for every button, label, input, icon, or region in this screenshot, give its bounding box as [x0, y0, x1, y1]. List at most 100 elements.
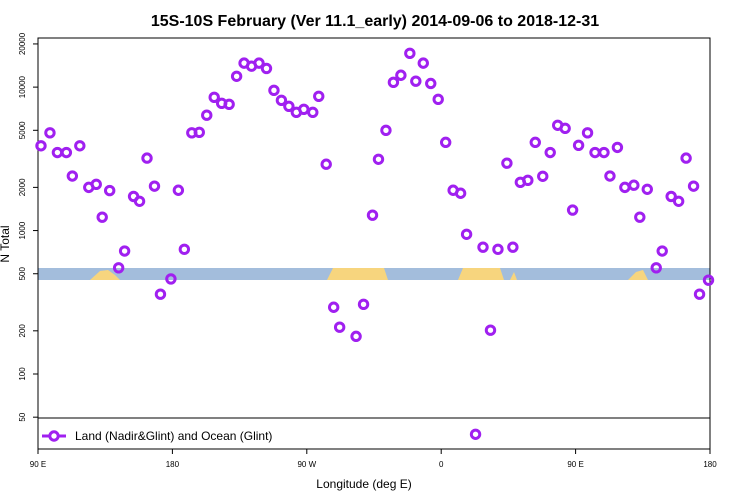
land-patch [510, 272, 517, 280]
data-point [165, 273, 177, 285]
data-point [103, 184, 116, 197]
y-tick-label: 1000 [18, 221, 27, 239]
legend-label: Land (Nadir&Glint) and Ocean (Glint) [75, 429, 272, 443]
y-tick-label: 2000 [18, 178, 27, 196]
data-point [44, 127, 56, 139]
x-tick-label: 90 E [567, 460, 583, 469]
x-tick-label: 0 [439, 460, 444, 469]
data-point [313, 90, 325, 102]
y-tick-label: 5000 [18, 121, 27, 139]
data-point [366, 209, 379, 221]
x-tick-label: 90 E [30, 460, 46, 469]
data-point [484, 324, 497, 336]
data-point [432, 93, 444, 106]
data-point [141, 152, 153, 164]
data-point [537, 170, 549, 182]
data-point [544, 146, 556, 159]
data-point [201, 109, 213, 121]
data-point [680, 152, 692, 164]
data-point [118, 245, 131, 257]
data-point [619, 181, 631, 194]
data-point [51, 146, 64, 159]
data-point [223, 98, 235, 110]
data-point [598, 146, 610, 159]
data-point [283, 100, 295, 112]
data-point [634, 211, 646, 223]
data-point [672, 195, 685, 207]
data-point [425, 77, 437, 90]
data-point [193, 126, 205, 139]
land-patch [327, 268, 388, 280]
y-tick-label: 200 [18, 324, 27, 338]
data-point [566, 204, 579, 216]
data-point [208, 91, 220, 104]
data-point [410, 75, 422, 87]
land-patch [628, 270, 648, 280]
data-point [387, 76, 400, 89]
land-patch [90, 270, 120, 280]
data-point [172, 184, 185, 196]
data-point [439, 136, 452, 149]
x-tick-label: 180 [703, 460, 717, 469]
data-point [581, 127, 594, 139]
data-point [357, 298, 370, 311]
data-point [90, 178, 102, 191]
data-point [641, 183, 653, 195]
y-tick-label: 10000 [18, 75, 27, 98]
data-point [96, 211, 108, 223]
data-point [298, 103, 310, 116]
data-point [178, 243, 191, 256]
data-point [307, 106, 319, 119]
chart-title: 15S-10S February (Ver 11.1_early) 2014-0… [151, 13, 599, 30]
data-point [35, 140, 47, 152]
data-point [268, 84, 280, 97]
data-point [260, 62, 273, 75]
data-point [230, 70, 243, 82]
data-point [572, 139, 585, 151]
data-point [66, 170, 79, 182]
data-point [501, 157, 513, 169]
data-point [460, 228, 473, 240]
data-point [327, 301, 340, 313]
data-point [333, 321, 346, 333]
data-point [395, 69, 407, 81]
y-tick-label: 100 [18, 367, 27, 381]
data-point [650, 262, 662, 274]
y-tick-label: 50 [18, 412, 27, 421]
data-point [133, 195, 146, 207]
data-point [404, 47, 416, 60]
data-point [320, 158, 332, 170]
data-point [702, 274, 715, 286]
data-point [604, 170, 616, 182]
data-point [529, 136, 541, 149]
plot-frame [37, 37, 711, 450]
data-point [350, 330, 362, 343]
data-point [687, 180, 700, 192]
x-tick-label: 180 [166, 460, 180, 469]
land-map [38, 268, 710, 280]
data-point [611, 141, 624, 154]
data-point [559, 122, 571, 135]
data-point [665, 190, 677, 203]
data-point [154, 288, 167, 300]
data-point [589, 146, 601, 159]
y-axis-label: N Total [0, 225, 12, 262]
data-point [628, 179, 640, 191]
data-point [693, 288, 706, 300]
data-point [477, 241, 489, 253]
y-tick-label: 20000 [18, 32, 27, 55]
data-point [492, 243, 504, 256]
data-point [148, 180, 161, 192]
data-point [417, 57, 429, 69]
land-patch [458, 268, 504, 280]
legend-marker [48, 430, 60, 442]
data-point [112, 262, 125, 274]
data-point [372, 153, 385, 165]
data-point [253, 57, 265, 69]
data-point [656, 245, 668, 257]
data-point [469, 428, 482, 440]
data-point [454, 187, 467, 199]
x-axis-label: Longitude (deg E) [316, 477, 411, 491]
x-tick-label: 90 W [297, 460, 316, 469]
